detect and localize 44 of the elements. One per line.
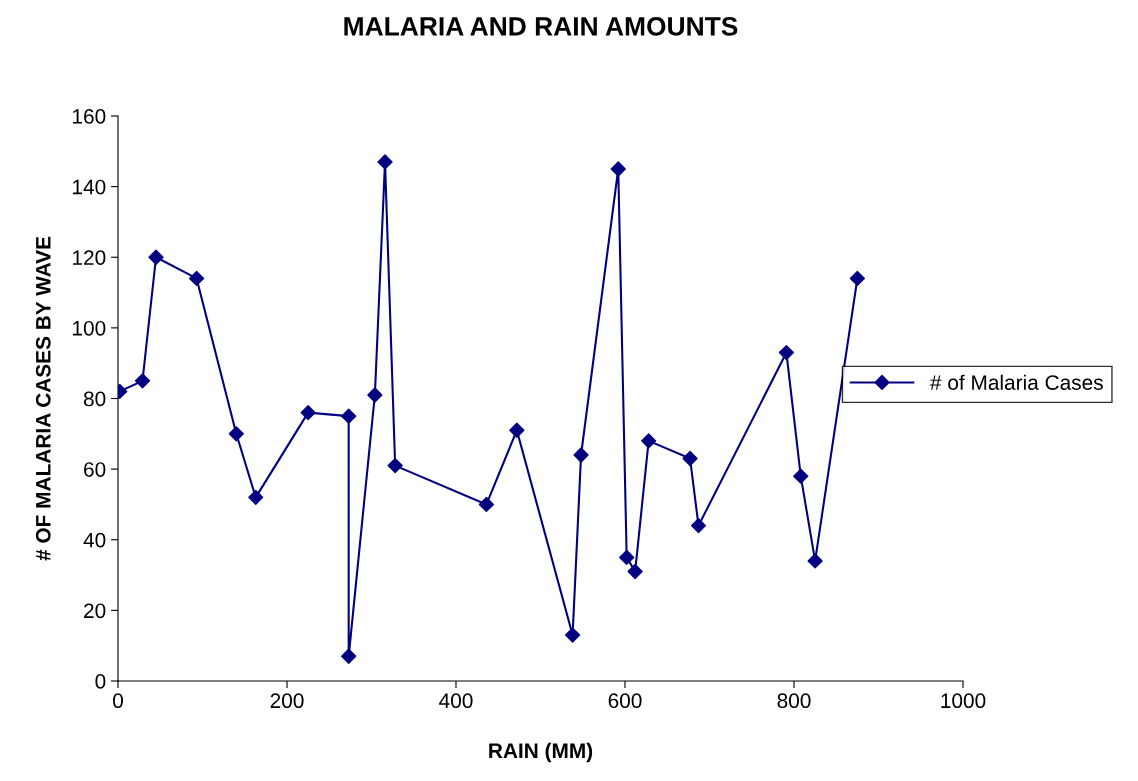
point — [367, 387, 383, 403]
point — [188, 270, 205, 287]
y-tick-label: 20 — [84, 603, 106, 619]
point — [573, 447, 589, 463]
point — [509, 422, 525, 438]
point — [807, 553, 823, 569]
x-tick-label: 0 — [113, 693, 123, 709]
point — [793, 468, 809, 484]
point — [682, 450, 698, 467]
legend-label: # of Malaria Cases — [930, 374, 1103, 390]
y-tick-label: 80 — [83, 391, 106, 407]
x-axis-title: RAIN (MM) — [489, 742, 593, 763]
y-tick-label: 160 — [73, 109, 106, 124]
point — [690, 517, 707, 534]
point — [610, 161, 626, 177]
y-tick-label: 0 — [95, 674, 106, 689]
point — [778, 344, 795, 361]
point — [341, 648, 357, 664]
point — [228, 426, 244, 442]
x-tick-label: 400 — [439, 693, 473, 709]
point — [619, 549, 635, 566]
y-tick-label: 140 — [73, 179, 106, 195]
point — [134, 373, 151, 389]
x-tick-label: 1000 — [941, 693, 986, 709]
point — [148, 249, 164, 265]
y-tick-label: 40 — [83, 532, 106, 548]
x-tick-label: 600 — [608, 693, 642, 709]
y-tick-label: 60 — [84, 462, 106, 477]
y-axis-title: # OF MALARIA CASES BY WAVE — [35, 236, 51, 561]
point — [387, 457, 403, 474]
point — [478, 496, 495, 513]
point — [300, 404, 316, 421]
chart-title: MALARIA AND RAIN AMOUNTS — [344, 17, 738, 36]
x-tick-label: 200 — [270, 693, 304, 709]
point — [641, 433, 657, 449]
y-tick-label: 100 — [73, 320, 106, 336]
point — [849, 270, 866, 287]
y-tick-label: 120 — [73, 250, 106, 265]
point — [377, 154, 393, 170]
point — [564, 627, 581, 643]
point — [627, 563, 643, 580]
point — [341, 408, 357, 424]
point — [248, 489, 264, 506]
x-tick-label: 800 — [777, 693, 811, 709]
